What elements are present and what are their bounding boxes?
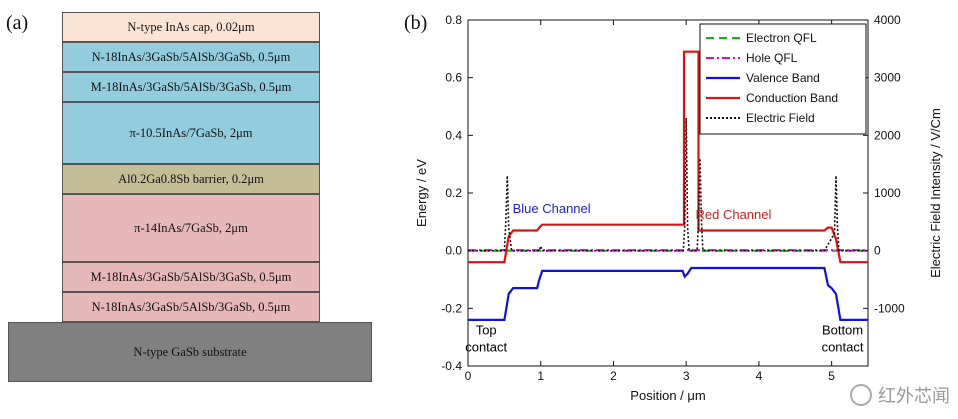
layer-7: M-18InAs/3GaSb/5AlSb/3GaSb, 0.5μm (62, 262, 320, 292)
wechat-icon (850, 384, 872, 406)
y2-tick-label: -1000 (874, 301, 905, 315)
y2-tick-label: 4000 (874, 13, 901, 27)
layer-1: N-type InAs cap, 0.02μm (62, 12, 320, 42)
layer-stack-diagram: (a) N-type InAs cap, 0.02μm N-18InAs/3GaS… (0, 0, 380, 414)
y-tick-label: 0.0 (445, 244, 462, 258)
y2-tick-label: 3000 (874, 71, 901, 85)
y2-tick-label: 2000 (874, 128, 901, 142)
y-tick-label: 0.8 (445, 13, 462, 27)
annotation: Red Channel (696, 207, 772, 222)
panel-b-label: (b) (404, 12, 428, 34)
layer-4: π-10.5InAs/7GaSb, 2μm (62, 102, 320, 164)
annotation: contact (822, 340, 864, 355)
layer-2: N-18InAs/3GaSb/5AlSb/3GaSb, 0.5μm (62, 42, 320, 72)
y2-tick-label: 1000 (874, 186, 901, 200)
watermark: 红外芯闻 (850, 382, 950, 408)
x-tick-label: 3 (683, 369, 690, 383)
legend-entry: Electron QFL (746, 31, 817, 45)
x-tick-label: 5 (828, 369, 835, 383)
layer-6: π-14InAs/7GaSb, 2μm (62, 194, 320, 262)
x-tick-label: 2 (610, 369, 617, 383)
chart-svg: 0 1 2 3 4 5 -0.4 -0.2 0.0 0.2 0.4 0.6 0.8 -1000 0 1000 2… (414, 13, 943, 403)
layer-9: N-type GaSb substrate (8, 322, 372, 382)
legend-entry: Hole QFL (746, 51, 798, 65)
annotation: Blue Channel (513, 201, 591, 216)
y2-axis-label: Electric Field Intensity / V/Cm (928, 108, 943, 278)
y-tick-label: -0.4 (441, 359, 462, 373)
layer-8: N-18InAs/3GaSb/5AlSb/3GaSb, 0.5μm (62, 292, 320, 322)
series-electric-field (468, 117, 868, 252)
series-valence-band (468, 266, 868, 321)
watermark-text: 红外芯闻 (878, 386, 950, 407)
x-tick-label: 4 (756, 369, 763, 383)
band-diagram-chart: (b) 0 1 2 3 4 5 -0.4 -0.2 0.0 0.2 0.4 0.6 0.8 -1000 0 1… (400, 0, 958, 414)
x-axis-label: Position / μm (630, 388, 705, 403)
legend-entry: Valence Band (746, 71, 820, 85)
annotation: contact (465, 340, 507, 355)
y-axis-label: Energy / eV (414, 159, 429, 227)
y-tick-label: -0.2 (441, 301, 462, 315)
y-tick-label: 0.4 (445, 128, 462, 142)
series-conduction-band (468, 50, 868, 264)
x-tick-label: 0 (465, 369, 472, 383)
annotation: Top (476, 322, 497, 337)
y-tick-label: 0.2 (445, 186, 462, 200)
annotation: Bottom (822, 322, 863, 337)
panel-a-label: (a) (6, 12, 29, 34)
legend-entry: Conduction Band (746, 91, 838, 105)
layer-3: M-18InAs/3GaSb/5AlSb/3GaSb, 0.5μm (62, 72, 320, 102)
y-tick-label: 0.6 (445, 71, 462, 85)
y2-tick-label: 0 (874, 244, 881, 258)
legend-entry: Electric Field (746, 111, 815, 125)
layer-5: Al0.2Ga0.8Sb barrier, 0.2μm (62, 164, 320, 194)
x-tick-label: 1 (537, 369, 544, 383)
